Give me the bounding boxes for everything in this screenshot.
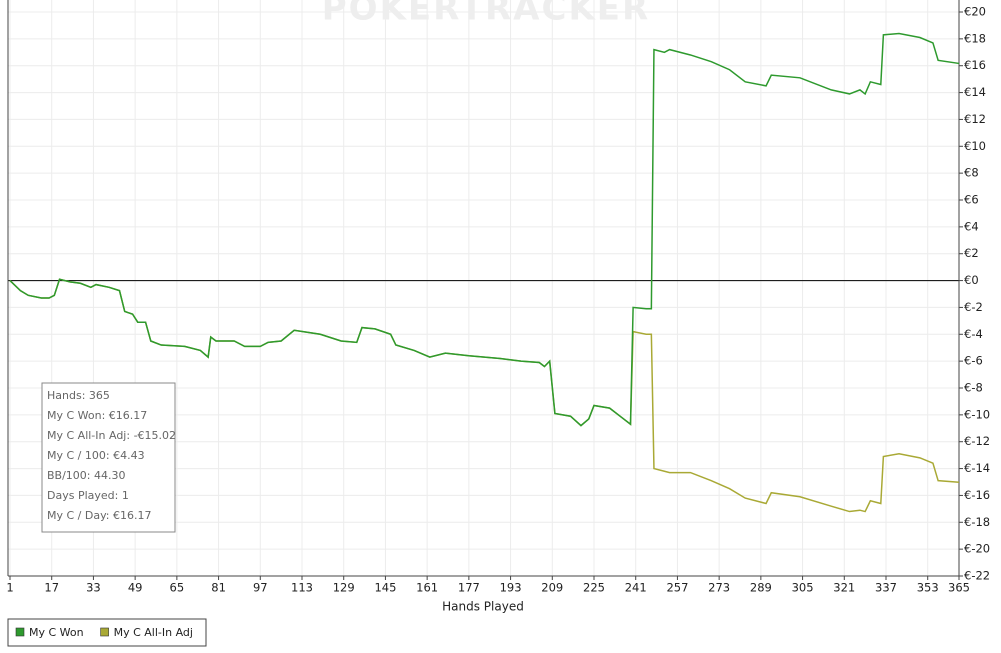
x-tick-label: 129	[333, 581, 355, 595]
x-tick-label: 273	[708, 581, 730, 595]
y-tick-label: €-22	[964, 569, 990, 583]
y-tick-label: €2	[964, 246, 979, 260]
x-tick-label: 321	[833, 581, 855, 595]
x-tick-label: 97	[253, 581, 268, 595]
stats-box	[41, 382, 176, 533]
x-tick-label: 161	[416, 581, 438, 595]
x-tick-label: 337	[875, 581, 897, 595]
x-tick-label: 65	[170, 581, 185, 595]
stats-line: My C Won: €16.17	[47, 409, 147, 422]
legend-label: My C Won	[29, 626, 84, 639]
x-tick-label: 289	[750, 581, 772, 595]
x-tick-label: 177	[458, 581, 480, 595]
y-tick-label: €16	[964, 58, 986, 72]
x-tick-label: 17	[44, 581, 59, 595]
y-tick-label: €-12	[964, 434, 990, 448]
y-tick-label: €-8	[964, 381, 983, 395]
y-tick-label: €-20	[964, 542, 990, 556]
x-axis-label: Hands Played	[442, 600, 524, 614]
x-tick-label: 209	[541, 581, 563, 595]
x-tick-label: 241	[625, 581, 647, 595]
stats-line: Hands: 365	[47, 389, 110, 402]
stats-line: My C All-In Adj: -€15.02	[47, 429, 176, 442]
x-tick-label: 225	[583, 581, 605, 595]
x-tick-label: 33	[86, 581, 101, 595]
legend-label: My C All-In Adj	[114, 626, 193, 639]
legend-swatch	[15, 627, 25, 637]
stats-line: BB/100: 44.30	[47, 469, 126, 482]
y-tick-label: €-6	[964, 354, 983, 368]
y-tick-label: €-2	[964, 300, 983, 314]
y-tick-label: €20	[964, 5, 986, 19]
stats-line: Days Played: 1	[47, 489, 129, 502]
x-tick-label: 145	[374, 581, 396, 595]
y-tick-label: €0	[964, 273, 979, 287]
y-tick-label: €-14	[964, 461, 990, 475]
y-tick-label: €6	[964, 193, 979, 207]
y-tick-label: €-10	[964, 407, 990, 421]
x-tick-label: 365	[948, 581, 970, 595]
x-tick-label: 1	[6, 581, 13, 595]
y-tick-label: €12	[964, 112, 986, 126]
x-tick-label: 113	[291, 581, 313, 595]
legend-box	[7, 618, 207, 647]
x-tick-label: 81	[211, 581, 226, 595]
y-tick-label: €-18	[964, 515, 990, 529]
stats-line: My C / Day: €16.17	[47, 509, 152, 522]
x-tick-label: 257	[666, 581, 688, 595]
y-tick-label: €-16	[964, 488, 990, 502]
y-tick-label: €4	[964, 219, 979, 233]
y-tick-label: €18	[964, 31, 986, 45]
x-tick-label: 193	[500, 581, 522, 595]
watermark: POKERTRACKER	[322, 0, 650, 29]
stats-line: My C / 100: €4.43	[47, 449, 145, 462]
y-tick-label: €-4	[964, 327, 983, 341]
x-tick-label: 305	[792, 581, 814, 595]
y-tick-label: €14	[964, 85, 986, 99]
x-tick-label: 353	[917, 581, 939, 595]
grid	[8, 0, 960, 577]
series-line	[9, 32, 960, 427]
x-tick-label: 49	[128, 581, 143, 595]
y-tick-label: €10	[964, 139, 986, 153]
y-tick-label: €8	[964, 166, 979, 180]
legend-swatch	[100, 627, 109, 637]
